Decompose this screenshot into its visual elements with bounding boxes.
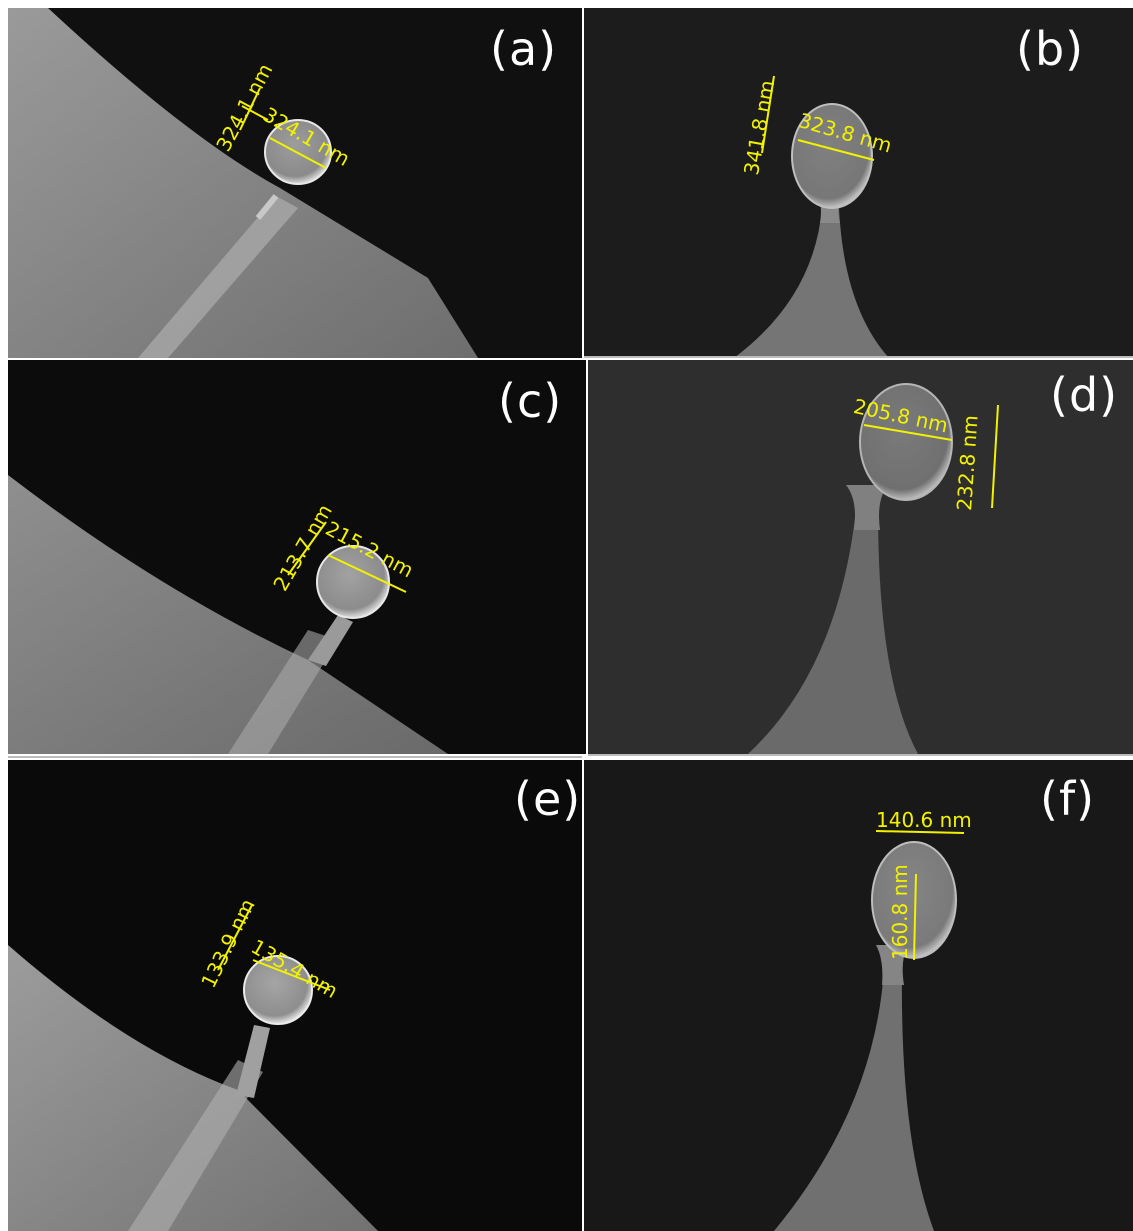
sem-panel-d: (d) 205.8 nm 232.8 nm [588, 360, 1133, 754]
sem-image-e [8, 760, 582, 1231]
measurement-label: 160.8 nm [888, 864, 912, 960]
sem-panel-e: (e) 133.9 nm 135.4 nm [8, 760, 582, 1231]
sem-panel-c: (c) 213.7 nm 215.2 nm [8, 360, 586, 754]
sem-panel-a: (a) 324.1 nm 324.1 nm [8, 8, 582, 358]
sem-image-d [588, 360, 1133, 754]
sem-panel-b: (b) 341.8 nm 323.8 nm [584, 8, 1133, 358]
measurement-label: 232.8 nm [952, 414, 983, 512]
panel-label: (a) [490, 22, 558, 76]
panel-label: (d) [1050, 368, 1119, 422]
panel-label: (e) [514, 772, 582, 826]
panel-divider [8, 756, 582, 758]
sem-image-b [584, 8, 1133, 358]
sem-image-c [8, 360, 586, 754]
sem-panel-f: (f) 140.6 nm 160.8 nm [584, 760, 1133, 1231]
panel-label: (f) [1040, 772, 1096, 826]
panel-label: (b) [1016, 22, 1085, 76]
sem-image-a [8, 8, 582, 358]
measurement-label: 140.6 nm [876, 808, 972, 832]
panel-label: (c) [498, 374, 563, 428]
panel-divider [588, 754, 1133, 756]
sem-image-f [584, 760, 1133, 1231]
panel-divider [584, 356, 1133, 358]
